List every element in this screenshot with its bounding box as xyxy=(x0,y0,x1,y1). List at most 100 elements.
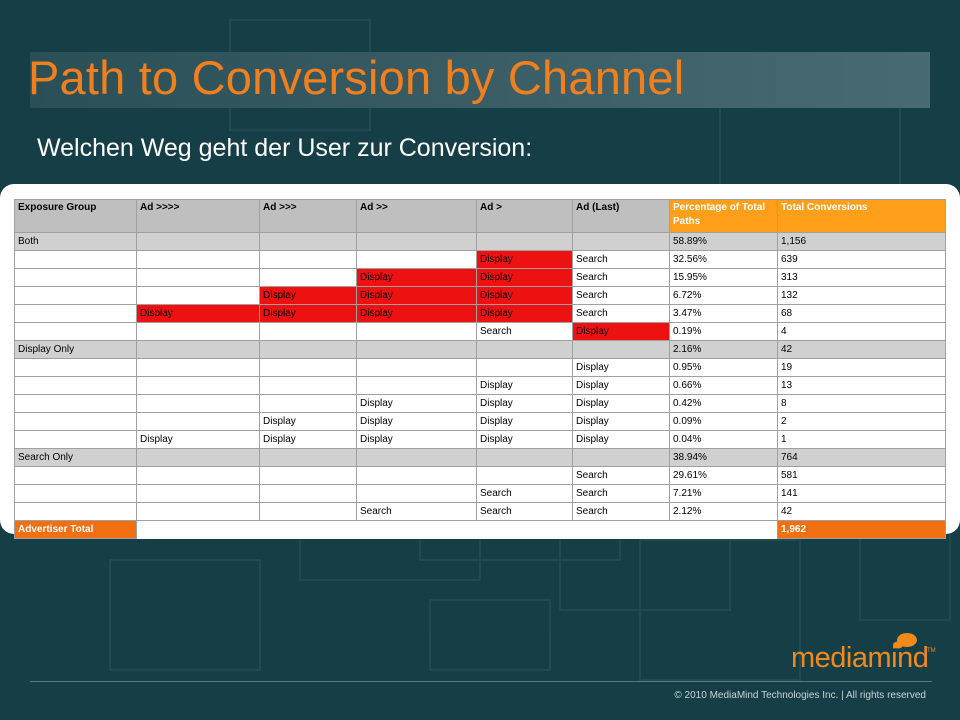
table-cell: Search xyxy=(572,484,670,503)
table-row: Display Display Display Display 0.09% 2 xyxy=(14,412,946,431)
total-row: Advertiser Total 1,962 xyxy=(14,520,946,539)
table-cell xyxy=(14,484,137,503)
table-cell: 29.61% xyxy=(669,466,778,485)
table-cell: 581 xyxy=(777,466,946,485)
table-cell: Display xyxy=(356,268,477,287)
table-cell xyxy=(14,412,137,431)
logo-wordmark: mediamind xyxy=(791,642,929,674)
table-cell xyxy=(136,484,260,503)
table-cell: 0.19% xyxy=(669,322,778,341)
table-cell xyxy=(356,484,477,503)
table-cell: 0.95% xyxy=(669,358,778,377)
table-cell: Display xyxy=(356,412,477,431)
table-cell: Display xyxy=(476,394,573,413)
table-cell: 0.04% xyxy=(669,430,778,449)
total-value: 1,962 xyxy=(777,520,946,539)
table-row: Display 0.95% 19 xyxy=(14,358,946,377)
table-cell xyxy=(356,358,477,377)
table-cell: 6.72% xyxy=(669,286,778,305)
table-cell: 58.89% xyxy=(669,232,778,251)
table-cell xyxy=(356,250,477,269)
table-cell xyxy=(259,376,357,395)
table-cell xyxy=(136,412,260,431)
table-cell: Display xyxy=(259,430,357,449)
table-cell: Display xyxy=(356,430,477,449)
footer-divider xyxy=(30,681,932,682)
column-header: Ad > xyxy=(476,199,573,233)
table-cell xyxy=(259,358,357,377)
table-cell xyxy=(136,394,260,413)
table-cell: Display xyxy=(259,304,357,323)
table-cell xyxy=(136,268,260,287)
slide-subtitle: Welchen Weg geht der User zur Conversion… xyxy=(37,134,533,162)
table-row: Display Display Display Display Display 0.04%… xyxy=(14,430,946,449)
table-cell xyxy=(136,502,260,521)
table-cell: Display xyxy=(572,430,670,449)
table-cell xyxy=(356,232,477,251)
table-row: Display Search 32.56% 639 xyxy=(14,250,946,269)
table-cell xyxy=(14,394,137,413)
table-cell: Display xyxy=(356,394,477,413)
table-cell: 32.56% xyxy=(669,250,778,269)
table-cell xyxy=(136,358,260,377)
table-cell xyxy=(259,268,357,287)
table-cell xyxy=(356,376,477,395)
table-cell: Search Only xyxy=(14,448,137,467)
table-cell xyxy=(356,448,477,467)
column-header: Ad >>> xyxy=(259,199,357,233)
total-label: Advertiser Total xyxy=(14,520,137,539)
column-header: Percentage of Total Paths xyxy=(669,199,778,233)
table-cell: Search xyxy=(572,286,670,305)
table-cell xyxy=(14,286,137,305)
table-cell: 2.16% xyxy=(669,340,778,359)
group-row: Both 58.89% 1,156 xyxy=(14,232,946,251)
table-cell: 1 xyxy=(777,430,946,449)
table-cell xyxy=(259,250,357,269)
table-cell: Display xyxy=(572,376,670,395)
table-cell: Display xyxy=(476,430,573,449)
table-cell xyxy=(14,502,137,521)
table-cell xyxy=(356,340,477,359)
table-cell xyxy=(476,232,573,251)
table-cell xyxy=(259,340,357,359)
table-row: Display Display Display Search 6.72% 132 xyxy=(14,286,946,305)
table-cell xyxy=(14,304,137,323)
table-cell: 0.42% xyxy=(669,394,778,413)
table-cell xyxy=(259,232,357,251)
table-cell: Display xyxy=(572,394,670,413)
slide-title: Path to Conversion by Channel xyxy=(28,51,685,104)
table-cell: 1,156 xyxy=(777,232,946,251)
table-cell: Search xyxy=(476,322,573,341)
table-row: Search 29.61% 581 xyxy=(14,466,946,485)
conversion-path-table: Exposure Group Ad >>>> Ad >>> Ad >> Ad > Ad (… xyxy=(14,199,946,539)
table-cell xyxy=(136,286,260,305)
table-cell xyxy=(259,394,357,413)
column-header: Total Conversions xyxy=(777,199,946,233)
table-cell: 313 xyxy=(777,268,946,287)
column-header: Exposure Group xyxy=(14,199,137,233)
table-row: Display Display 0.66% 13 xyxy=(14,376,946,395)
table-cell: 2.12% xyxy=(669,502,778,521)
table-cell: Display xyxy=(476,250,573,269)
table-row: Display Display Search 15.95% 313 xyxy=(14,268,946,287)
table-cell xyxy=(572,232,670,251)
table-cell xyxy=(136,322,260,341)
table-cell: 764 xyxy=(777,448,946,467)
table-cell xyxy=(136,448,260,467)
table-cell xyxy=(572,340,670,359)
column-header: Ad >> xyxy=(356,199,477,233)
table-cell: Display xyxy=(136,304,260,323)
table-cell: Display xyxy=(572,358,670,377)
table-cell xyxy=(476,448,573,467)
table-cell xyxy=(136,376,260,395)
table-cell: 4 xyxy=(777,322,946,341)
copyright-notice: © 2010 MediaMind Technologies Inc. | All… xyxy=(674,690,926,701)
table-cell: 3.47% xyxy=(669,304,778,323)
table-cell xyxy=(14,430,137,449)
table-cell xyxy=(259,322,357,341)
table-cell: Display xyxy=(476,412,573,431)
table-cell xyxy=(14,268,137,287)
table-cell: Both xyxy=(14,232,137,251)
table-cell: Display xyxy=(476,268,573,287)
table-cell: Display xyxy=(572,322,670,341)
